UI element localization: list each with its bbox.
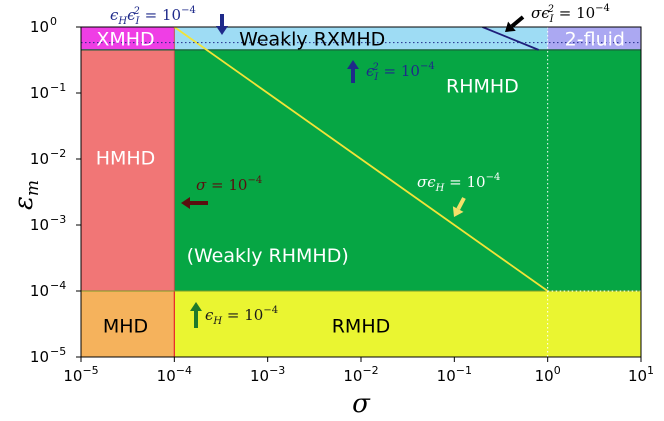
svg-text:ϵI2 = 10−4: ϵI2 = 10−4 (366, 61, 435, 83)
sigma-annotation-arrowhead (181, 197, 190, 209)
label-mhd: MHD (103, 316, 148, 338)
label-weakly-rxmhd: Weakly RXMHD (239, 28, 385, 50)
x-tick-label: 10−2 (343, 364, 378, 385)
region-hmhd (81, 49, 175, 292)
region-weakly-rxmhd (174, 27, 548, 50)
epsI2-annotation: ϵI2 = 10−4 (347, 60, 435, 83)
sigma-annotation: σ = 10−4 (181, 175, 262, 209)
sigma-epsH-line (173, 27, 549, 292)
x-tick-label: 10−5 (63, 364, 98, 385)
label-two-fluid: 2-fluid (565, 28, 625, 50)
y-tick-label: 10−4 (30, 279, 66, 300)
y-tick-label: 10−2 (30, 147, 66, 168)
y-axis-label-main: ε (9, 196, 39, 210)
sigma-epsI2-line (482, 27, 539, 51)
sigma-epsI2-annotation: σϵI2 = 10−4 (505, 3, 610, 32)
svg-text:σϵI2 = 10−4: σϵI2 = 10−4 (531, 3, 610, 25)
svg-text:ϵHϵI2 = 10−4: ϵHϵI2 = 10−4 (110, 5, 196, 27)
region-rhmhd (174, 49, 641, 292)
epsI2-annotation-arrowhead (347, 60, 359, 69)
x-axis-label: σ (352, 389, 371, 419)
y-axis-label-sub: m (23, 180, 43, 196)
x-tick-label: 101 (628, 364, 654, 385)
sigma-epsI2-annotation-arrowhead (505, 21, 516, 32)
region-rmhd (174, 291, 641, 357)
epsH-annotation: ϵH = 10−4 (190, 302, 278, 328)
x-tick-label: 10−3 (250, 364, 285, 385)
x-tick-label: 100 (535, 364, 561, 385)
sigma-epsH-annotation-arrow (456, 197, 466, 210)
label-xmhd: XMHD (96, 28, 154, 50)
label-hmhd: HMHD (96, 148, 156, 170)
y-tick-label: 100 (30, 15, 57, 36)
region-mhd (81, 291, 175, 357)
y-tick-label: 10−3 (30, 213, 66, 234)
sigma-epsH-annotation: σϵH = 10−4 (417, 172, 500, 217)
y-axis-label: εm (9, 180, 43, 210)
label-rmhd: RMHD (332, 316, 391, 338)
svg-text:σ = 10−4: σ = 10−4 (196, 175, 262, 194)
label-rhmhd: RHMHD (446, 75, 519, 97)
sigma-epsH-annotation-arrowhead (452, 206, 464, 217)
epsH-epsI2-annotation-arrowhead (216, 26, 228, 35)
svg-text:ϵH = 10−4: ϵH = 10−4 (205, 305, 278, 327)
svg-text:σϵH = 10−4: σϵH = 10−4 (417, 172, 500, 194)
region-xmhd (81, 27, 175, 50)
region-two-fluid (547, 27, 641, 50)
y-tick-label: 10−5 (30, 345, 66, 366)
y-tick-label: 10−1 (30, 81, 66, 102)
epsH-epsI2-annotation: ϵHϵI2 = 10−4 (110, 5, 228, 35)
x-tick-label: 10−4 (157, 364, 192, 385)
x-tick-label: 10−1 (437, 364, 472, 385)
label-weakly-rhmhd: (Weakly RHMHD) (187, 245, 349, 267)
epsH-annotation-arrowhead (190, 302, 202, 311)
sigma-epsI2-annotation-arrow (510, 15, 525, 28)
